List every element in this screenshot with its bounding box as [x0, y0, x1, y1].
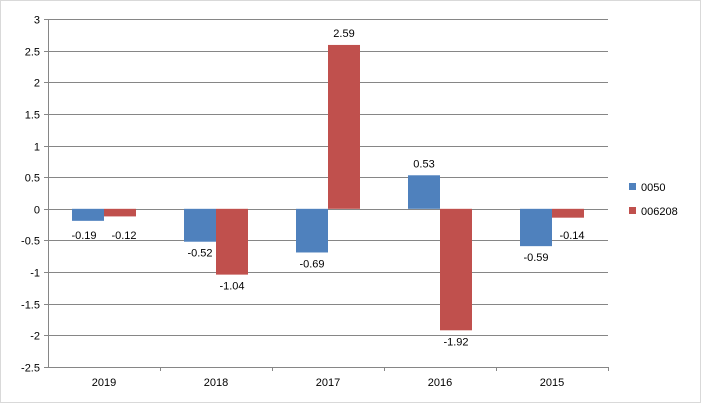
data-label: -1.92 — [443, 336, 468, 348]
y-tick-label: -0.5 — [21, 236, 40, 248]
legend: 0050 006208 — [629, 182, 678, 218]
y-tick-label: -1.5 — [21, 300, 40, 312]
x-tick-label: 2018 — [204, 377, 228, 389]
legend-swatch — [629, 183, 636, 190]
data-label: -1.04 — [219, 281, 244, 293]
bar-0050-2017 — [296, 208, 328, 253]
data-label: -0.14 — [559, 230, 584, 242]
bar-0050-2019 — [72, 208, 104, 221]
axes: 3 2.5 2 1.5 1 0.5 0 -0.5 -1 -1.5 -2 -2.5 2019 2018 201… — [21, 15, 609, 389]
data-label: -0.12 — [111, 230, 136, 242]
y-tick-label: -2 — [30, 331, 40, 343]
bar-006208-2019 — [104, 208, 136, 217]
data-label: -0.19 — [71, 230, 96, 242]
bar-006208-2016 — [440, 208, 472, 331]
bar-0050-2015 — [520, 208, 552, 247]
legend-label: 006208 — [641, 206, 678, 218]
legend-label: 0050 — [641, 182, 665, 194]
y-tick-label: 0.5 — [25, 173, 40, 185]
data-label: 2.59 — [333, 28, 354, 40]
data-label: -0.69 — [299, 258, 324, 270]
x-tick-label: 2017 — [316, 377, 340, 389]
data-label: -0.59 — [523, 252, 548, 264]
y-tick-label: 1 — [34, 142, 40, 154]
y-tick-label: -2.5 — [21, 363, 40, 375]
y-tick-label: -1 — [30, 268, 40, 280]
data-label: -0.52 — [187, 248, 212, 260]
x-tick-label: 2016 — [428, 377, 452, 389]
y-tick-label: 0 — [34, 205, 40, 217]
y-tick-label: 3 — [34, 15, 40, 27]
y-tick-label: 2 — [34, 78, 40, 90]
data-labels: -0.19 -0.12 -0.52 -1.04 -0.69 2.59 0.53 -1.92 -0… — [71, 28, 584, 348]
bar-006208-2018 — [216, 208, 248, 275]
bars — [72, 44, 584, 331]
x-tick-label: 2015 — [540, 377, 564, 389]
x-tick-label: 2019 — [92, 377, 116, 389]
y-tick-label: 1.5 — [25, 110, 40, 122]
bar-0050-2016 — [408, 175, 440, 209]
data-label: 0.53 — [413, 158, 434, 170]
bar-006208-2015 — [552, 208, 584, 218]
bar-006208-2017 — [328, 44, 360, 209]
y-tick-label: 2.5 — [25, 47, 40, 59]
legend-swatch — [629, 207, 636, 214]
bar-0050-2018 — [184, 208, 216, 242]
